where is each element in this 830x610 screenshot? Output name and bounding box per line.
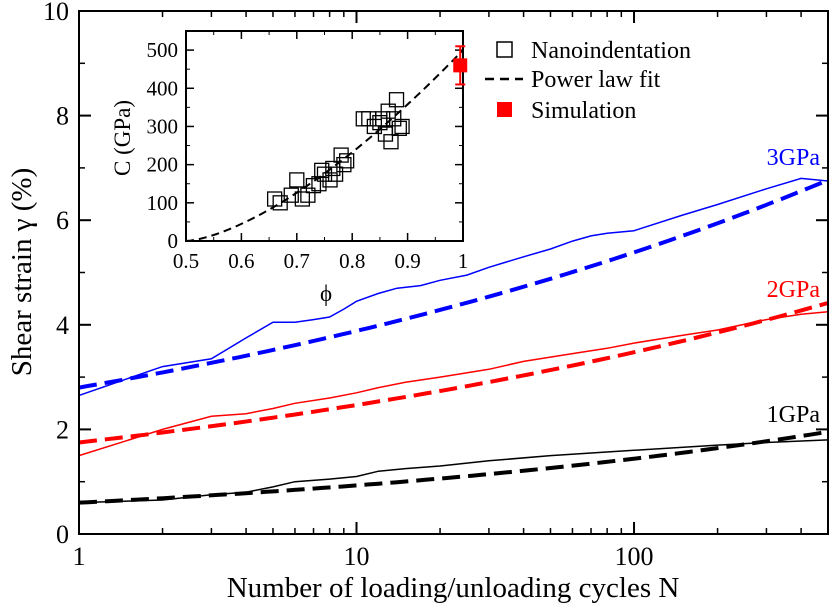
main-x-ticks: 1 10 100: [73, 11, 829, 571]
inset-y-tick-label: 0: [168, 229, 179, 253]
main-y-tick-label: 0: [56, 520, 69, 549]
inset-plot: 0.5 0.6 0.7 0.8 0.9 1 0 100 200 300 400 500 ϕ C (G…: [110, 30, 468, 306]
nanoindentation-point: [266, 191, 283, 207]
main-y-tick-label: 10: [43, 0, 69, 26]
series-line-3gpa: [78, 177, 829, 397]
nanoindentation-point: [283, 187, 299, 203]
series-line-1gpa: [78, 439, 829, 504]
legend: Nanoindentation Power law fit Simulation: [485, 38, 691, 124]
nanoindentation-point: [305, 177, 322, 194]
inset-y-tick-label: 100: [147, 191, 179, 215]
series-label-3gpa: 3GPa: [767, 145, 821, 171]
inset-x-tick-label: 0.7: [284, 249, 310, 273]
legend-nanoindentation-label: Nanoindentation: [531, 38, 691, 64]
inset-x-tick-label: 0.6: [228, 249, 254, 273]
nanoindentation-point: [339, 153, 355, 169]
series-label-1gpa: 1GPa: [767, 402, 821, 428]
main-fit-group: [78, 178, 829, 505]
inset-x-axis-label: ϕ: [320, 281, 332, 306]
nanoindentation-point: [294, 191, 310, 207]
main-y-tick-label: 8: [56, 102, 69, 131]
series-line-2gpa: [78, 310, 829, 457]
nanoindentation-point: [394, 118, 410, 135]
nanoindentation-point: [388, 92, 405, 108]
legend-nanoindentation-marker: [496, 41, 513, 58]
fit-line-2gpa: [78, 301, 829, 445]
inset-y-ticks: 0 100 200 300 400 500: [147, 38, 463, 253]
inset-plot-frame: [185, 30, 464, 242]
nanoindentation-point: [322, 172, 338, 188]
inset-y-tick-label: 500: [147, 38, 179, 62]
main-series-group: [78, 177, 829, 504]
legend-simulation-label: Simulation: [531, 98, 636, 124]
nanoindentation-point: [327, 166, 344, 182]
legend-simulation-marker: [497, 102, 512, 117]
nanoindentation-point: [289, 172, 305, 188]
inset-x-tick-label: 0.5: [173, 249, 199, 273]
inset-fit-group: [185, 49, 464, 242]
nanoindentation-point: [391, 120, 407, 137]
nanoindentation-point: [316, 166, 333, 182]
nanoindentation-point: [383, 134, 399, 150]
inset-y-tick-label: 400: [147, 76, 179, 100]
inset-y-tick-label: 200: [147, 153, 179, 177]
simulation-point: [453, 58, 468, 73]
inset-power-law-fit-line: [185, 49, 464, 242]
nanoindentation-point: [300, 187, 316, 203]
main-y-tick-label: 6: [56, 206, 69, 235]
main-y-axis-label: Shear strain γ (%): [6, 168, 38, 377]
inset-simulation-group: [453, 45, 468, 86]
main-x-axis-label: Number of loading/unloading cycles N: [227, 572, 680, 604]
inset-y-axis-label: C (GPa): [110, 100, 135, 176]
inset-points-group: [266, 92, 410, 211]
inset-x-tick-label: 1: [458, 249, 469, 273]
main-x-tick-label: 10: [344, 542, 370, 571]
main-x-tick-label: 1: [73, 542, 86, 571]
inset-y-tick-label: 300: [147, 114, 179, 138]
inset-x-tick-label: 0.9: [394, 249, 420, 273]
inset-x-ticks: 0.5 0.6 0.7 0.8 0.9 1: [173, 31, 468, 273]
inset-x-tick-label: 0.8: [339, 249, 365, 273]
main-y-tick-label: 2: [56, 415, 69, 444]
legend-power-law-label: Power law fit: [531, 67, 661, 93]
main-x-tick-label: 100: [615, 542, 654, 571]
nanoindentation-point: [336, 156, 352, 173]
series-label-2gpa: 2GPa: [767, 277, 821, 303]
main-y-tick-label: 4: [56, 311, 69, 340]
nanoindentation-point: [333, 147, 349, 163]
fit-line-1gpa: [78, 429, 829, 505]
